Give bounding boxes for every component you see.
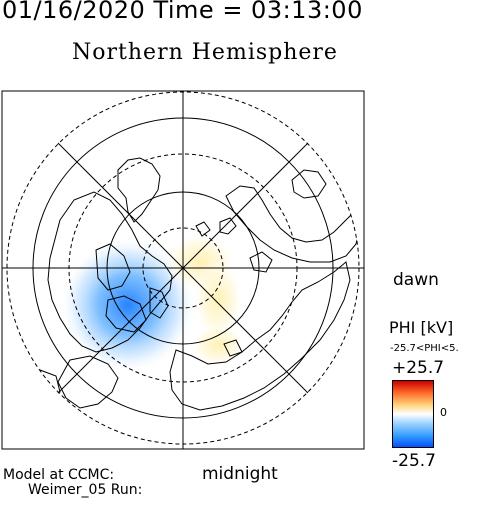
midnight-label: midnight [202, 464, 278, 484]
colorbar-range-label: -25.7<PHI<5. [390, 343, 459, 354]
date-time-title: 01/16/2020 Time = 03:13:00 [2, 0, 363, 24]
model-credit-line: Model at CCMC: [3, 467, 115, 483]
positive-potential-cell [190, 323, 246, 367]
model-run-line: Weimer_05 Run: [28, 482, 143, 498]
colorbar-zero-label: 0 [440, 406, 447, 419]
meridian-lines [2, 91, 364, 449]
polar-map [1, 90, 365, 450]
colorbar [392, 380, 434, 448]
dawn-label: dawn [393, 270, 439, 290]
colorbar-min-label: -25.7 [392, 451, 436, 471]
hemisphere-title: Northern Hemisphere [72, 40, 338, 65]
colorbar-max-label: +25.7 [392, 358, 445, 378]
positive-potential-cell [192, 260, 244, 340]
colorbar-quantity-label: PHI [kV] [389, 318, 454, 337]
